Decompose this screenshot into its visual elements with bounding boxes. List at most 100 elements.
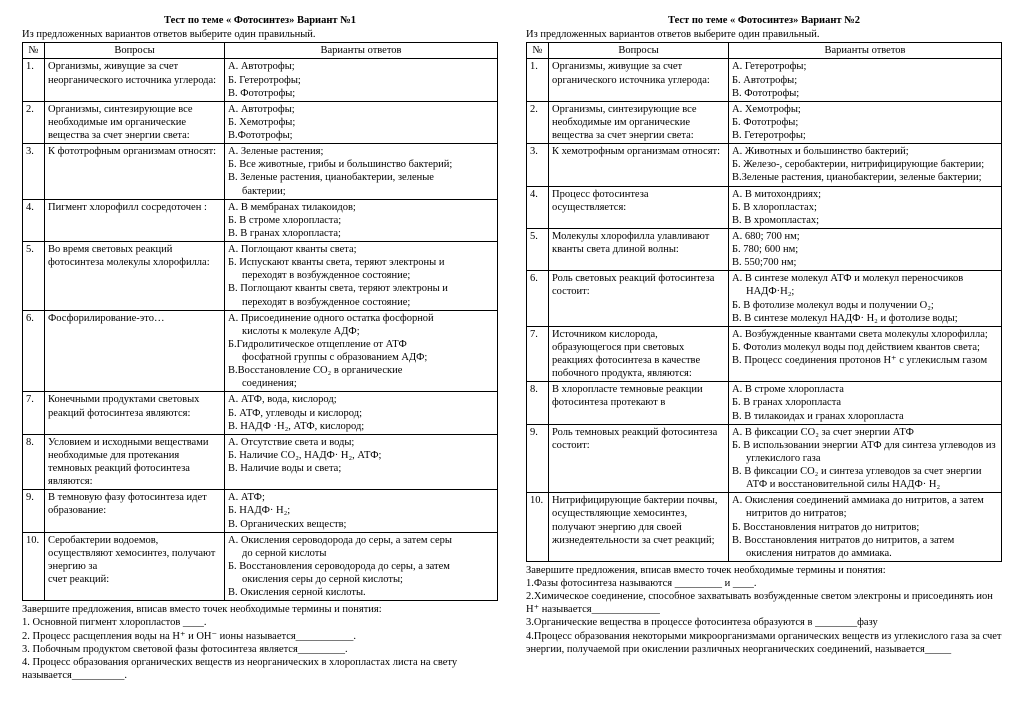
answer-option: кислоты к молекуле АДФ; [228,325,494,338]
answer-option: нитритов до нитратов; [732,507,998,520]
answer-option: В.Фототрофы; [228,129,494,142]
answers-cell: А. Хемотрофы;Б. Фототрофы;В. Гетеротрофы… [729,101,1002,143]
answers-cell: А. Животных и большинство бактерий;Б. Же… [729,144,1002,186]
answers-cell: А. Гетеротрофы;Б. Автотрофы;В. Фототрофы… [729,59,1002,101]
row-number: 6. [527,271,549,327]
completion-block: Завершите предложения, вписав вместо точ… [22,603,498,682]
question-cell: Во время световых реакций фотосинтеза мо… [45,242,225,311]
col-answers: Варианты ответов [729,43,1002,59]
answer-option: А. 680; 700 нм; [732,230,998,243]
question-cell: Организмы, синтезирующие все необходимые… [45,101,225,143]
table-row: 4.Процесс фотосинтеза осуществляется:А. … [527,186,1002,228]
table-row: 10.Серобактерии водоемов, осуществляют х… [23,532,498,601]
answer-option: окисления нитратов до аммиака. [732,547,998,560]
question-cell: Организмы, синтезирующие все необходимые… [549,101,729,143]
answer-option: Б. В использовании энергии АТФ для синте… [732,439,998,452]
answer-option: А. Автотрофы; [228,60,494,73]
row-number: 4. [23,199,45,241]
answer-option: А. Возбужденные квантами света молекулы … [732,328,998,341]
row-number: 5. [527,228,549,270]
completion-line: 1. Основной пигмент хлоропластов ____. [22,616,498,629]
answer-option: В. В хромопластах; [732,214,998,227]
question-cell: Организмы, живущие за счет органического… [549,59,729,101]
answer-option: переходят в возбужденное состояние; [228,269,494,282]
answer-option: бактерии; [228,185,494,198]
answer-option: Б. Восстановления сероводорода до серы, … [228,560,494,573]
answer-option: Б. Фототрофы; [732,116,998,129]
row-number: 3. [23,144,45,200]
answer-option: А. АТФ; [228,491,494,504]
answer-option: А. Автотрофы; [228,103,494,116]
answer-option: А. В фиксации СО₂ за счет энергии АТФ [732,426,998,439]
table-row: 9.В темновую фазу фотосинтеза идет образ… [23,490,498,532]
answer-option: Б. Восстановления нитратов до нитритов; [732,521,998,534]
answer-option: А. В синтезе молекул АТФ и молекул перен… [732,272,998,285]
answer-option: НАДФ·Н₂; [732,285,998,298]
answer-option: соединения; [228,377,494,390]
answer-option: В. Зеленые растения, цианобактерии, зеле… [228,171,494,184]
question-cell: К фототрофным организмам относят: [45,144,225,200]
question-cell: Источником кислорода, образующегося при … [549,326,729,382]
question-cell: Организмы, живущие за счет неорганическо… [45,59,225,101]
completion-line: 3.Органические вещества в процессе фотос… [526,616,1002,629]
table-row: 10.Нитрифицирующие бактерии почвы, осуще… [527,493,1002,562]
answers-cell: А. Зеленые растения;Б. Все животные, гри… [225,144,498,200]
table-row: 9.Роль темновых реакций фотосинтеза сост… [527,424,1002,493]
answer-option: Б. Хемотрофы; [228,116,494,129]
completion-line: 2. Процесс расщепления воды на Н⁺ и ОН⁻ … [22,630,498,643]
answer-option: В.Зеленые растения, цианобактерии, зелен… [732,171,998,184]
answer-option: А. Окисления сероводорода до серы, а зат… [228,534,494,547]
answer-option: Б. НАДФ· Н₂; [228,504,494,517]
answer-option: Б. Фотолиз молекул воды под действием кв… [732,341,998,354]
answer-option: Б. Автотрофы; [732,74,998,87]
question-cell: Нитрифицирующие бактерии почвы, осуществ… [549,493,729,562]
answers-cell: А. Присоединение одного остатка фосфорно… [225,310,498,392]
answer-option: В. Процесс соединения протонов Н⁺ с угле… [732,354,998,367]
answer-option: А. Поглощают кванты света; [228,243,494,256]
completion-block: Завершите предложения, вписав вместо точ… [526,564,1002,656]
answers-cell: А. В строме хлоропластаБ. В гранах хлоро… [729,382,1002,424]
row-number: 9. [23,490,45,532]
answer-option: А. АТФ, вода, кислород; [228,393,494,406]
answer-option: В. Фототрофы; [228,87,494,100]
answers-cell: А. Отсутствие света и воды;Б. Наличие СО… [225,434,498,490]
table-row: 2.Организмы, синтезирующие все необходим… [23,101,498,143]
answer-option: А. Окисления соединений аммиака до нитри… [732,494,998,507]
completion-line: 3. Побочным продуктом световой фазы фото… [22,643,498,656]
table-row: 3.К фототрофным организмам относят:А. Зе… [23,144,498,200]
table-row: 8.В хлоропласте темновые реакции фотосин… [527,382,1002,424]
answer-option: Б. Испускают кванты света, теряют электр… [228,256,494,269]
question-cell: В хлоропласте темновые реакции фотосинте… [549,382,729,424]
variant-subtitle: Из предложенных вариантов ответов выбери… [22,28,498,41]
answer-option: А. Отсутствие света и воды; [228,436,494,449]
answers-cell: А. Автотрофы;Б. Хемотрофы;В.Фототрофы; [225,101,498,143]
row-number: 8. [527,382,549,424]
completion-line: 4. Процесс образования органических веще… [22,656,498,682]
variant-title: Тест по теме « Фотосинтез» Вариант №1 [22,14,498,27]
quiz-table: № Вопросы Варианты ответов 1.Организмы, … [22,42,498,601]
answers-cell: А. 680; 700 нм;Б. 780; 600 нм;В. 550;700… [729,228,1002,270]
answer-option: А. Присоединение одного остатка фосфорно… [228,312,494,325]
col-num: № [23,43,45,59]
row-number: 1. [527,59,549,101]
question-cell: Процесс фотосинтеза осуществляется: [549,186,729,228]
answer-option: В. Восстановления нитратов до нитритов, … [732,534,998,547]
col-question: Вопросы [45,43,225,59]
answer-option: А. В мембранах тилакоидов; [228,201,494,214]
row-number: 5. [23,242,45,311]
answer-option: В. Органических веществ; [228,518,494,531]
answer-option: В. НАДФ ·Н₂, АТФ, кислород; [228,420,494,433]
row-number: 8. [23,434,45,490]
table-row: 7.Источником кислорода, образующегося пр… [527,326,1002,382]
table-row: 6.Роль световых реакций фотосинтеза сост… [527,271,1002,327]
answer-option: В. Поглощают кванты света, теряют электр… [228,282,494,295]
row-number: 10. [23,532,45,601]
variant-1: Тест по теме « Фотосинтез» Вариант №1 Из… [22,14,498,682]
row-number: 7. [23,392,45,434]
answer-option: переходят в возбужденное состояние; [228,296,494,309]
answer-option: Б. В строме хлоропласта; [228,214,494,227]
answer-option: В. В гранах хлоропласта; [228,227,494,240]
answer-option: Б. В фотолизе молекул воды и получении О… [732,299,998,312]
answer-option: А. В строме хлоропласта [732,383,998,396]
answer-option: А. В митохондриях; [732,188,998,201]
